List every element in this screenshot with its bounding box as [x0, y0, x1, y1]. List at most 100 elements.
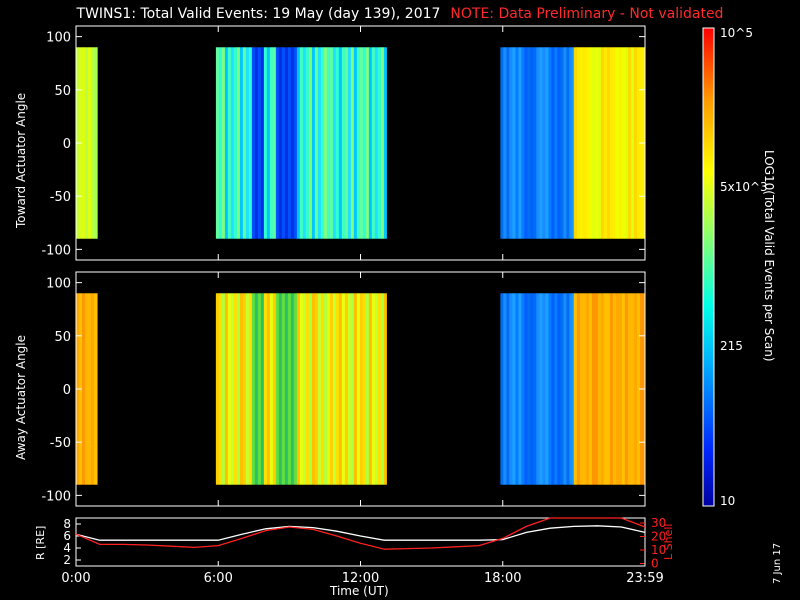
- heat-stripe: [314, 47, 319, 239]
- heat-stripe: [353, 47, 358, 239]
- heat-stripe: [335, 47, 340, 239]
- heat-stripe: [591, 47, 596, 239]
- heat-stripe: [548, 293, 552, 485]
- heat-stripe: [215, 293, 220, 485]
- heat-stripe: [290, 47, 295, 239]
- heat-stripe: [582, 293, 587, 485]
- heat-stripe: [603, 47, 608, 239]
- series-line-0: [75, 525, 646, 541]
- heat-stripe: [269, 293, 274, 485]
- heat-stripe: [624, 293, 629, 485]
- heat-stripe: [585, 293, 590, 485]
- ytick-label: 100: [46, 277, 71, 292]
- colorbar-tick-label: 10: [720, 494, 735, 508]
- heat-stripe: [257, 47, 262, 239]
- ytick-label-left: 2: [63, 553, 71, 567]
- heat-stripe: [500, 293, 504, 485]
- heat-stripe: [227, 47, 232, 239]
- heat-stripe: [551, 47, 555, 239]
- xtick-label: 23:59: [626, 571, 663, 586]
- heat-stripe: [536, 293, 540, 485]
- heat-stripe: [521, 293, 525, 485]
- heat-stripe: [582, 47, 587, 239]
- heat-stripe: [624, 47, 629, 239]
- heat-stripe: [542, 47, 546, 239]
- axes-frames: 100500-50-100100500-50-100864230201000:0…: [41, 25, 768, 586]
- heat-stripe: [621, 293, 626, 485]
- heat-stripe: [233, 47, 238, 239]
- heat-stripe: [554, 293, 558, 485]
- heat-stripe: [630, 293, 635, 485]
- heat-stripe: [636, 47, 641, 239]
- ytick-label: 0: [63, 383, 71, 398]
- heat-stripe: [371, 293, 376, 485]
- heat-stripe: [557, 47, 561, 239]
- heat-stripe: [323, 47, 328, 239]
- heat-stripe: [239, 47, 244, 239]
- heat-stripe: [533, 47, 537, 239]
- heat-stripe: [612, 47, 617, 239]
- heat-stripe: [503, 47, 507, 239]
- heat-stripe: [509, 47, 513, 239]
- heat-stripe: [356, 293, 361, 485]
- colorbar-label: LOG10(Total Valid Events per Scan): [762, 150, 776, 362]
- heat-stripe: [536, 47, 540, 239]
- heat-stripe: [266, 47, 271, 239]
- heat-stripe: [314, 293, 319, 485]
- heat-stripe: [302, 293, 307, 485]
- heat-stripe: [215, 47, 220, 239]
- heat-stripe: [527, 47, 531, 239]
- heat-stripe: [515, 47, 519, 239]
- heat-stripe: [245, 293, 250, 485]
- heat-stripe: [548, 47, 552, 239]
- heat-stripe: [371, 47, 376, 239]
- heat-stripe: [97, 47, 98, 239]
- heat-stripe: [600, 47, 605, 239]
- xtick-label: 0:00: [61, 571, 90, 586]
- ytick-label-right: 20: [651, 530, 666, 544]
- heat-stripe: [85, 293, 89, 485]
- heat-stripe: [91, 293, 95, 485]
- ytick-label-left: 4: [63, 541, 71, 555]
- heat-stripe: [230, 47, 235, 239]
- chart-title: TWINS1: Total Valid Events: 19 May (day …: [0, 6, 800, 22]
- heat-stripe: [332, 293, 337, 485]
- heat-stripe: [248, 293, 253, 485]
- heat-stripe: [512, 47, 516, 239]
- heat-stripe: [221, 293, 226, 485]
- heat-stripe: [272, 293, 277, 485]
- heat-stripe: [557, 293, 561, 485]
- ytick-label: 50: [54, 330, 71, 345]
- colorbar-tick-label: 10^5: [720, 26, 753, 40]
- panel3-ylabel-left: R [RE]: [34, 525, 47, 560]
- heat-stripe: [539, 47, 543, 239]
- heat-stripe: [350, 293, 355, 485]
- ytick-label: -100: [41, 243, 71, 258]
- title-text: TWINS1: Total Valid Events: 19 May (day …: [76, 6, 441, 22]
- heat-stripe: [551, 293, 555, 485]
- heat-stripe: [633, 293, 638, 485]
- heat-stripe: [518, 47, 522, 239]
- heat-stripe: [612, 293, 617, 485]
- heat-stripe: [353, 293, 358, 485]
- heat-stripe: [287, 293, 292, 485]
- heat-stripe: [579, 47, 584, 239]
- heat-stripe: [512, 293, 516, 485]
- colorbar-tick-label: 5x10^3: [720, 180, 768, 194]
- heat-stripe: [588, 47, 593, 239]
- heat-stripe: [266, 293, 271, 485]
- heat-stripe: [362, 47, 367, 239]
- heat-stripe: [627, 293, 632, 485]
- heat-stripe: [588, 293, 593, 485]
- xtick-label: 12:00: [342, 571, 379, 586]
- series-line-1: [75, 517, 646, 550]
- heat-stripe: [317, 293, 322, 485]
- heat-stripe: [594, 293, 599, 485]
- ytick-label: 0: [63, 137, 71, 152]
- heat-stripe: [530, 293, 534, 485]
- heat-stripe: [290, 293, 295, 485]
- heat-stripe: [245, 47, 250, 239]
- heat-stripe: [524, 293, 528, 485]
- heat-stripe: [236, 293, 241, 485]
